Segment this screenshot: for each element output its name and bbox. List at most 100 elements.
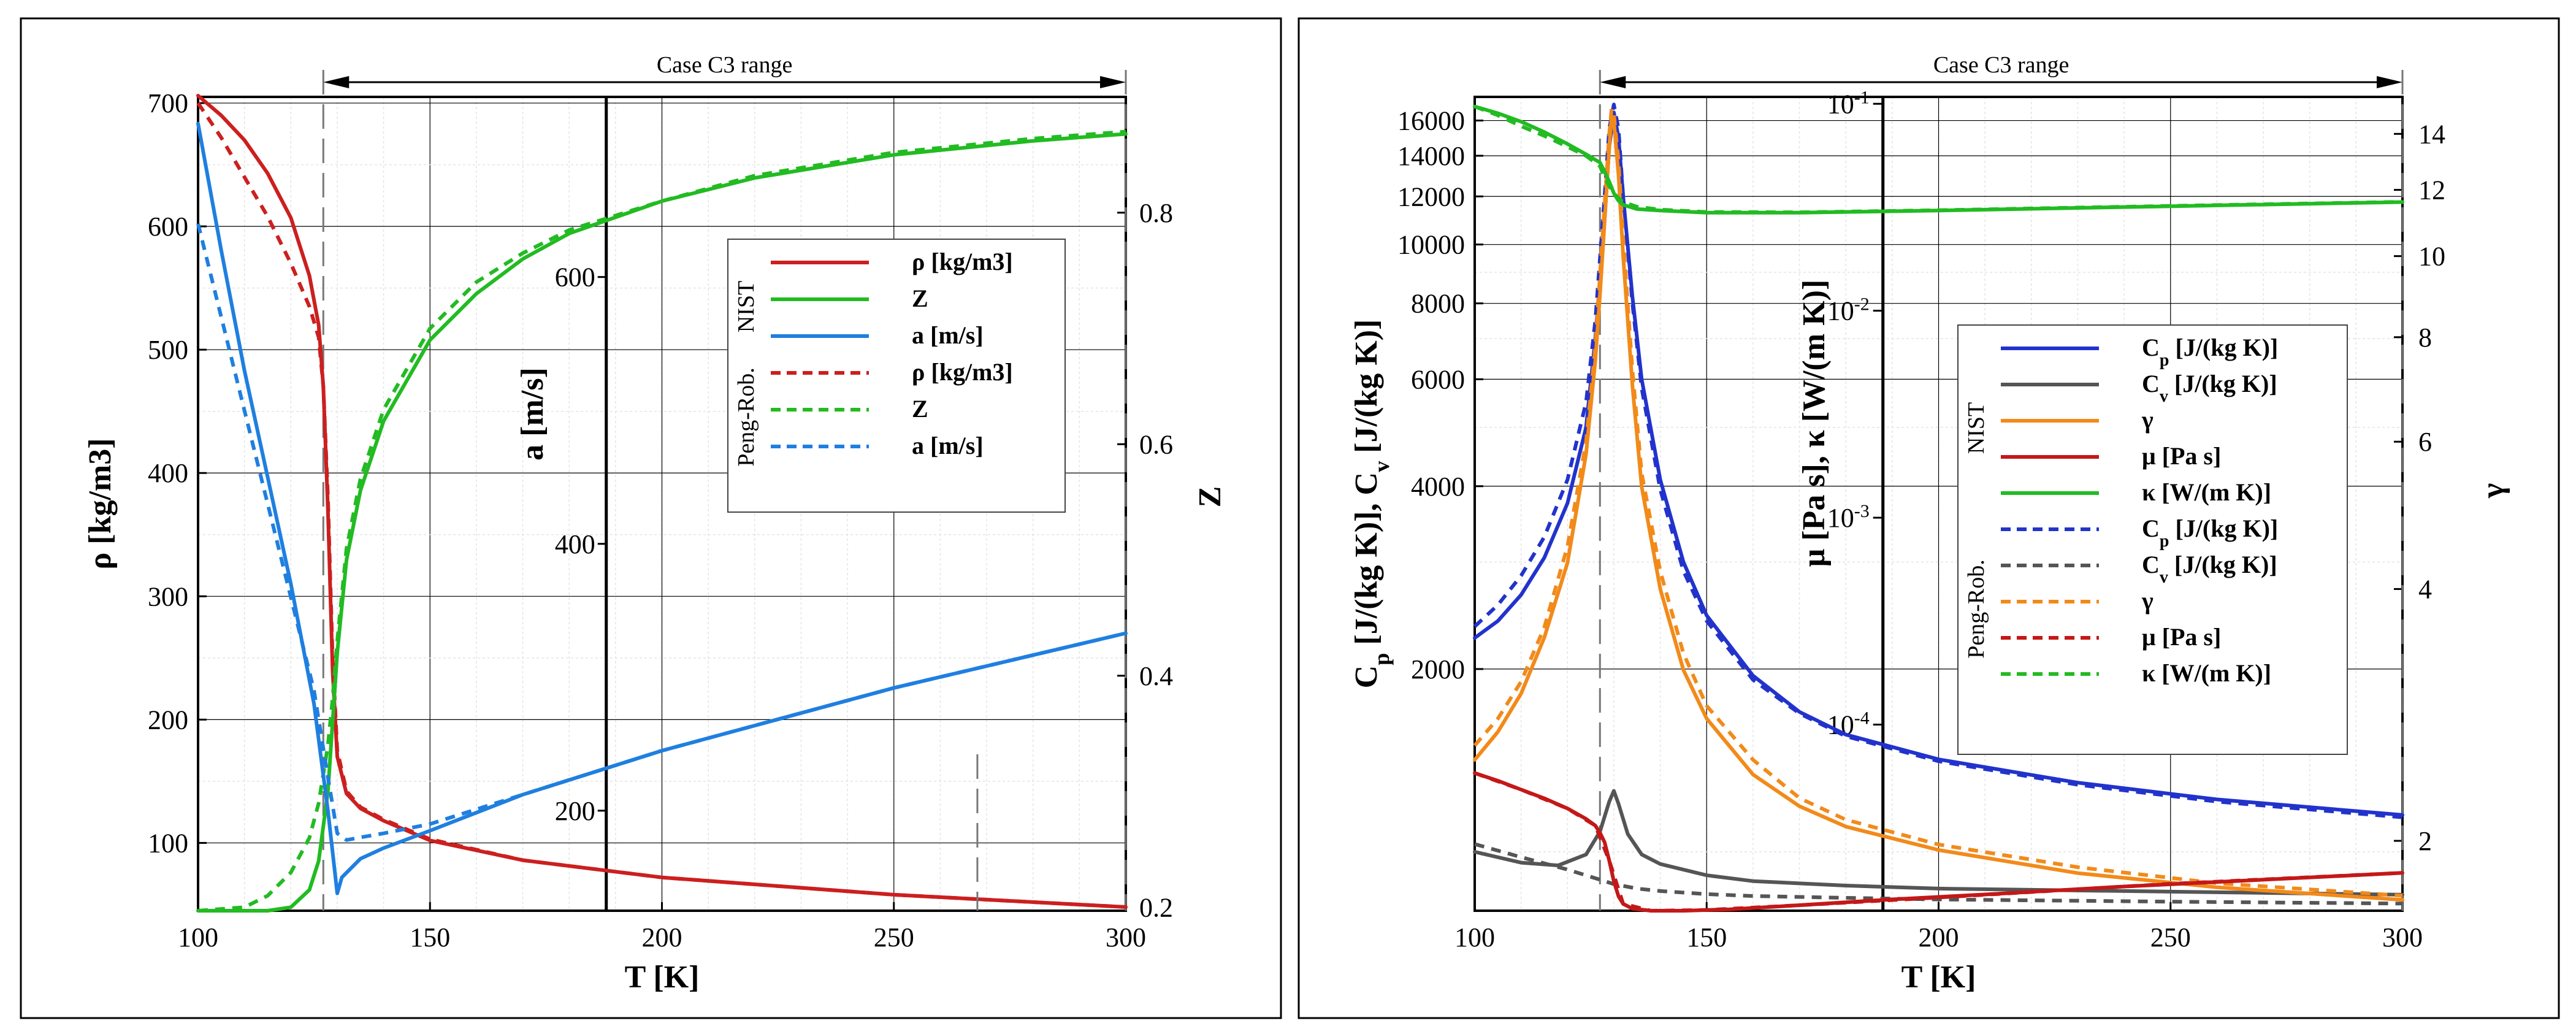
range-arrow-left-head <box>323 76 350 88</box>
label-text-part: C <box>2142 334 2160 361</box>
series-line-peng-rob-z <box>197 129 1126 913</box>
legend-entry-label: κ [W/(m K)] <box>2142 659 2271 687</box>
label-text-part: ρ [kg/m3] <box>912 248 1013 275</box>
mu-tick-label: 10-3 <box>1827 501 1870 534</box>
label-subscript: v <box>2160 568 2168 587</box>
gamma-tick-label: 4 <box>2418 574 2432 604</box>
x-tick-label: 100 <box>178 922 218 952</box>
label-text-part: κ [W/(m K)] <box>2142 659 2271 687</box>
legend-entry-label: Cv [J/(kg K)] <box>2142 551 2277 587</box>
cp-tick-label: 2000 <box>1411 654 1465 684</box>
left-chart: 100 150 200 250 300 T [K] 100 200 300 400 500 600 70… <box>83 52 1228 995</box>
series-line-peng-rob-a <box>196 223 1126 842</box>
legend-group-label: Peng-Rob. <box>1963 559 1989 659</box>
cp-tick-label: 4000 <box>1411 472 1465 502</box>
series-line-nist-cp <box>1473 110 2404 817</box>
label-text-part: C <box>2142 551 2160 578</box>
right-figure-frame <box>1298 17 2560 1019</box>
legend-entry-label: Z <box>912 395 928 423</box>
series-line-peng-rob- <box>1473 771 2403 913</box>
rho-tick-label: 300 <box>148 581 188 611</box>
legend-entry-label: a [m/s] <box>912 432 984 459</box>
label-subscript: v <box>1369 461 1394 472</box>
cp-tick-label: 16000 <box>1397 106 1465 136</box>
label-text-part: [J/(kg K)] <box>2169 334 2278 361</box>
series-line-peng-rob- <box>1473 104 2403 215</box>
mu-tick-base: 10 <box>1827 89 1854 119</box>
label-text-part: [J/(kg K)] <box>2169 515 2278 542</box>
legend-entry-label: a [m/s] <box>912 321 984 349</box>
legend-group-label: Peng-Rob. <box>733 367 759 467</box>
x-tick-label: 200 <box>1919 922 1959 952</box>
a-axis-title: a [m/s] <box>515 367 550 461</box>
rho-tick-label: 200 <box>148 705 188 735</box>
legend-entry-label: Cv [J/(kg K)] <box>2142 370 2277 406</box>
legend-entry-label: γ <box>2141 587 2154 615</box>
legend-entry-label: Z <box>912 285 928 312</box>
cp-tick-label: 12000 <box>1397 182 1465 212</box>
mu-tick-base: 10 <box>1827 296 1854 326</box>
label-text-part: a [m/s] <box>912 321 984 349</box>
rho-tick-label: 700 <box>148 88 188 118</box>
a-tick-label: 600 <box>555 262 595 293</box>
x-tick-label: 250 <box>2150 922 2191 952</box>
series-line-peng-rob- <box>196 102 1126 909</box>
x-axis-title: T [K] <box>1901 960 1976 995</box>
legend-box <box>727 239 1066 513</box>
x-tick-label: 150 <box>410 922 450 952</box>
cp-tick-label: 6000 <box>1411 364 1465 394</box>
gamma-axis-title: γ <box>2475 483 2510 499</box>
z-tick-label: 0.6 <box>1139 429 1173 459</box>
label-text-part: [J/(kg K)] <box>2168 370 2277 397</box>
x-tick-label: 300 <box>1106 922 1146 952</box>
mu-kappa-axis-title: μ [Pa s], κ [W/(m K)] <box>1797 280 1832 567</box>
mu-tick-exponent: -4 <box>1854 708 1870 728</box>
legend-group-label: NIST <box>733 281 759 332</box>
rho-tick-label: 600 <box>148 212 188 242</box>
gamma-tick-label: 6 <box>2418 427 2432 457</box>
gamma-tick-label: 10 <box>2418 242 2445 272</box>
label-text-part: C <box>1349 665 1384 689</box>
z-tick-label: 0.2 <box>1139 892 1173 922</box>
left-figure-frame <box>20 17 1282 1019</box>
a-tick-label: 200 <box>555 796 595 826</box>
label-text-part: ρ [kg/m3] <box>912 358 1013 386</box>
a-tick-label: 400 <box>555 529 595 559</box>
rho-tick-label: 500 <box>148 335 188 365</box>
label-text-part: κ [W/(m K)] <box>2142 478 2271 506</box>
cp-tick-label: 8000 <box>1411 289 1465 319</box>
range-arrow-right-head <box>2377 76 2402 88</box>
legend-entry-label: ρ [kg/m3] <box>912 248 1013 275</box>
gamma-tick-label: 8 <box>2418 323 2432 353</box>
gamma-tick-label: 14 <box>2418 119 2445 149</box>
x-tick-label: 200 <box>642 922 682 952</box>
label-text-part: C <box>2142 370 2160 397</box>
label-text-part: [J/(kg K)] <box>2168 551 2277 578</box>
legend-entry-label: μ [Pa s] <box>2142 442 2221 470</box>
mu-tick-exponent: -1 <box>1854 87 1870 107</box>
range-label: Case C3 range <box>657 52 793 78</box>
x-tick-label: 100 <box>1454 922 1495 952</box>
x-tick-label: 250 <box>874 922 914 952</box>
cp-axis-title: Cp [J/(kg K)], Cv [J/(kg K)] <box>1349 320 1394 689</box>
series-line-peng-rob- <box>1473 107 2403 898</box>
mu-tick-label: 10-2 <box>1827 294 1870 326</box>
rho-tick-label: 100 <box>148 828 188 858</box>
label-subscript: p <box>2160 532 2169 551</box>
legend-entry-label: μ [Pa s] <box>2142 623 2221 651</box>
label-text-part: Z <box>912 285 928 312</box>
label-text-part: γ <box>2141 587 2154 615</box>
gamma-tick-label: 2 <box>2418 826 2432 856</box>
mu-tick-label: 10-1 <box>1827 87 1870 120</box>
mu-tick-exponent: -3 <box>1854 501 1870 521</box>
gamma-tick-label: 12 <box>2418 175 2445 205</box>
rho-tick-label: 400 <box>148 458 188 488</box>
label-text-part: γ <box>2141 406 2154 434</box>
right-chart: 100 150 200 250 300 T [K] 2000 4000 6000 8000 1000… <box>1349 52 2510 995</box>
series-line-nist-z <box>196 132 1128 913</box>
legend-entry-label: ρ [kg/m3] <box>912 358 1013 386</box>
x-tick-label: 300 <box>2382 922 2423 952</box>
z-axis-title: Z <box>1193 486 1228 508</box>
legend-group-label: NIST <box>1963 402 1989 454</box>
